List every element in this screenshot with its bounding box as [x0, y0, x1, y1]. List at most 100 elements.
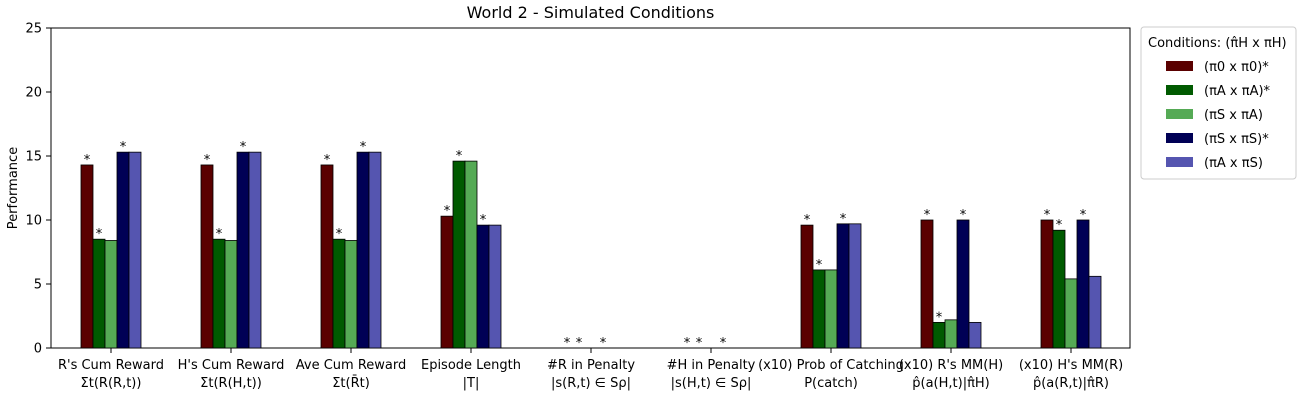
y-tick-label: 10: [25, 214, 42, 229]
x-tick-label: Episode Length: [421, 358, 521, 373]
significance-star: *: [576, 336, 583, 351]
x-tick-sublabel: p̂(a(H,t)|π̂H): [912, 376, 990, 391]
y-tick-label: 25: [25, 22, 42, 37]
bar: [932, 321, 946, 349]
legend-entry: (πS x πS)*: [1204, 132, 1269, 147]
significance-star: *: [600, 336, 607, 351]
significance-star: *: [720, 336, 727, 351]
x-tick-sublabel: |s(H,t) ∈ Sρ|: [671, 376, 752, 391]
y-axis-label: Performance: [6, 147, 21, 229]
bar: [248, 151, 262, 349]
x-tick-sublabel: p̂(a(R,t)|π̂R): [1033, 376, 1109, 391]
significance-star: *: [960, 208, 967, 223]
bar: [128, 151, 142, 349]
x-tick-label: #H in Penalty: [667, 358, 756, 373]
bar: [476, 224, 490, 349]
x-tick-sublabel: Σt(R(H,t)): [200, 376, 262, 391]
bar: [104, 240, 118, 349]
bar: [92, 238, 106, 349]
significance-star: *: [804, 213, 811, 228]
legend-swatch: [1166, 61, 1193, 71]
x-tick-label: R's Cum Reward: [58, 358, 164, 373]
bar: [824, 269, 838, 349]
bar: [440, 215, 454, 349]
bar: [836, 223, 850, 349]
x-tick-sublabel: P(catch): [804, 376, 858, 391]
significance-star: *: [216, 227, 223, 242]
legend-entry: (πA x πA)*: [1204, 84, 1271, 99]
significance-star: *: [1044, 208, 1051, 223]
y-tick-label: 0: [34, 342, 42, 357]
legend-swatch: [1166, 85, 1193, 95]
significance-star: *: [936, 310, 943, 325]
x-tick-sublabel: |s(R,t) ∈ Sρ|: [551, 376, 631, 391]
x-tick-sublabel: Σt(R(R,t)): [81, 376, 142, 391]
legend-entry: (πA x πS): [1204, 156, 1263, 171]
bar: [236, 151, 250, 349]
significance-star: *: [456, 149, 463, 164]
significance-star: *: [684, 336, 691, 351]
bar: [944, 319, 958, 349]
bar: [368, 151, 382, 349]
bar: [1088, 275, 1102, 349]
y-tick-label: 15: [25, 150, 42, 165]
significance-star: *: [444, 204, 451, 219]
y-tick-label: 5: [34, 278, 42, 293]
significance-star: *: [336, 227, 343, 242]
legend-swatch: [1166, 157, 1193, 167]
significance-star: *: [240, 140, 247, 155]
legend-entry: (πS x πA): [1204, 108, 1263, 123]
bar: [212, 238, 226, 349]
significance-star: *: [1080, 208, 1087, 223]
bar: [488, 224, 502, 349]
bar: [1052, 229, 1066, 349]
significance-star: *: [120, 140, 127, 155]
bar: [968, 321, 982, 349]
bar: [1040, 219, 1054, 349]
significance-star: *: [480, 213, 487, 228]
bar: [356, 151, 370, 349]
legend-swatch: [1166, 133, 1193, 143]
x-tick-label: H's Cum Reward: [178, 358, 285, 373]
legend-title: Conditions: (π̂H x πH): [1148, 36, 1287, 51]
x-tick-label: (x10) Prob of Catching: [758, 358, 904, 373]
x-tick-label: (x10) H's MM(R): [1019, 358, 1123, 373]
bar: [332, 238, 346, 349]
significance-star: *: [924, 208, 931, 223]
significance-star: *: [816, 258, 823, 273]
bar: [200, 164, 214, 349]
bar: [1076, 219, 1090, 349]
bar: [80, 164, 94, 349]
bar: [920, 219, 934, 349]
bar: [956, 219, 970, 349]
significance-star: *: [1056, 218, 1063, 233]
significance-star: *: [840, 212, 847, 227]
bar: [320, 164, 334, 349]
significance-star: *: [360, 140, 367, 155]
significance-star: *: [696, 336, 703, 351]
legend-entry: (π0 x π0)*: [1204, 60, 1269, 75]
chart-title: World 2 - Simulated Conditions: [467, 3, 715, 22]
x-tick-label: Ave Cum Reward: [296, 358, 406, 373]
bar: [452, 160, 466, 349]
bar: [1064, 278, 1078, 349]
y-tick-label: 20: [25, 86, 42, 101]
bar: [224, 240, 238, 349]
x-tick-label: (x10) R's MM(H): [899, 358, 1003, 373]
significance-star: *: [564, 336, 571, 351]
x-tick-sublabel: Σt(R̄t): [332, 376, 370, 391]
bar: [812, 269, 826, 349]
significance-star: *: [204, 153, 211, 168]
legend-swatch: [1166, 109, 1193, 119]
bar: [800, 224, 814, 349]
bar: [344, 240, 358, 349]
significance-star: *: [84, 153, 91, 168]
bar: [116, 151, 130, 349]
bar: [464, 160, 478, 349]
significance-star: *: [96, 227, 103, 242]
significance-star: *: [324, 153, 331, 168]
x-tick-sublabel: |T|: [463, 376, 480, 391]
x-tick-label: #R in Penalty: [547, 358, 635, 373]
